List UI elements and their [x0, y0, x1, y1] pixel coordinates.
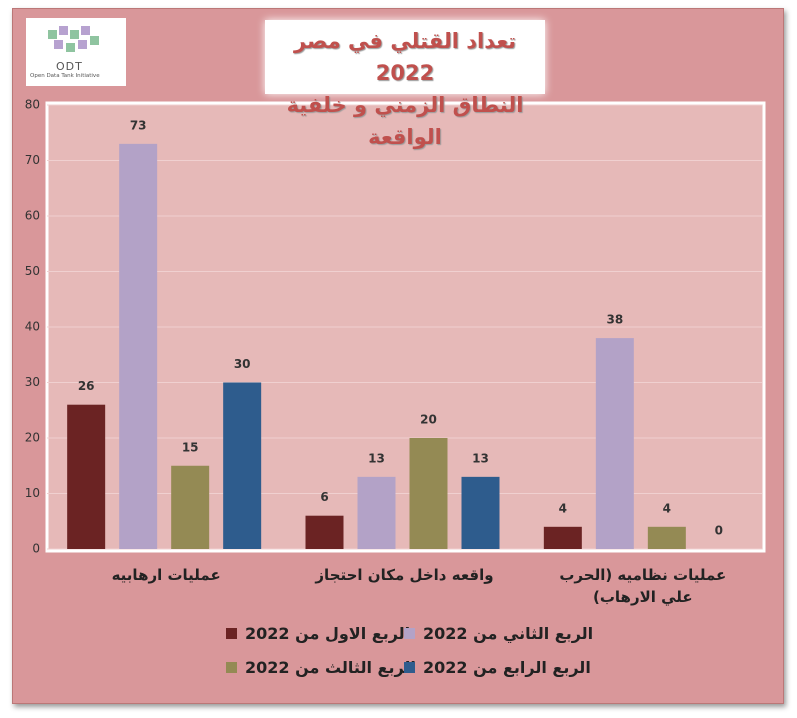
bar [357, 476, 396, 549]
value-label: 4 [663, 501, 671, 515]
legend-label: الربع الاول من 2022 [245, 624, 411, 643]
legend-item: الربع الاول من 2022 [226, 624, 410, 643]
legend-label: الربع الثالث من 2022 [245, 658, 416, 677]
title-box: تعداد القتلي في مصر 2022 النطاق الزمني و… [265, 20, 545, 149]
bar [223, 382, 262, 549]
y-tick-label: 80 [25, 98, 40, 112]
logo: ODT Open Data Tank Initiative [26, 18, 126, 86]
value-label: 0 [715, 524, 723, 538]
bar [595, 338, 634, 549]
bar [461, 476, 500, 549]
y-tick-label: 40 [25, 320, 40, 334]
chart-title: تعداد القتلي في مصر 2022 [293, 29, 517, 85]
y-tick-label: 50 [25, 264, 40, 278]
legend-swatch [226, 662, 237, 673]
value-label: 4 [559, 501, 567, 515]
value-label: 15 [182, 440, 199, 454]
x-tick-label: عمليات نظاميه (الحرب علي الارهاب) [559, 566, 727, 606]
logo-text: ODT [56, 60, 83, 73]
y-tick-label: 60 [25, 209, 40, 223]
bar [67, 404, 106, 549]
logo-subtext: Open Data Tank Initiative [30, 73, 100, 79]
chart-subtitle: النطاق الزمني و خلفية الواقعة [286, 93, 524, 149]
value-label: 13 [472, 451, 489, 465]
value-label: 6 [320, 490, 328, 504]
y-tick-label: 20 [25, 431, 40, 445]
value-label: 20 [420, 413, 437, 427]
bar [171, 465, 210, 549]
legend-item: الربع الثالث من 2022 [226, 658, 416, 677]
legend-swatch [226, 628, 237, 639]
bar [647, 526, 686, 549]
x-tick-label: واقعه داخل مكان احتجاز [315, 566, 494, 584]
legend-swatch [404, 662, 415, 673]
y-tick-label: 10 [25, 486, 40, 500]
bar [409, 438, 448, 549]
bar [119, 143, 158, 549]
y-tick-label: 0 [32, 542, 40, 556]
legend-item: الربع الرابع من 2022 [404, 658, 591, 677]
legend-item: الربع الثاني من 2022 [404, 624, 593, 643]
value-label: 26 [78, 379, 95, 393]
x-tick-label: عمليات ارهابيه [111, 566, 221, 584]
bar [305, 515, 344, 549]
legend-label: الربع الثاني من 2022 [423, 624, 594, 643]
value-label: 30 [234, 357, 251, 371]
y-tick-label: 70 [25, 153, 40, 167]
logo-icon [48, 26, 99, 52]
value-label: 38 [606, 313, 623, 327]
value-label: 73 [130, 118, 147, 132]
y-tick-label: 30 [25, 375, 40, 389]
bar [543, 526, 582, 549]
legend-swatch [404, 628, 415, 639]
value-label: 13 [368, 451, 385, 465]
legend-label: الربع الرابع من 2022 [423, 658, 591, 677]
